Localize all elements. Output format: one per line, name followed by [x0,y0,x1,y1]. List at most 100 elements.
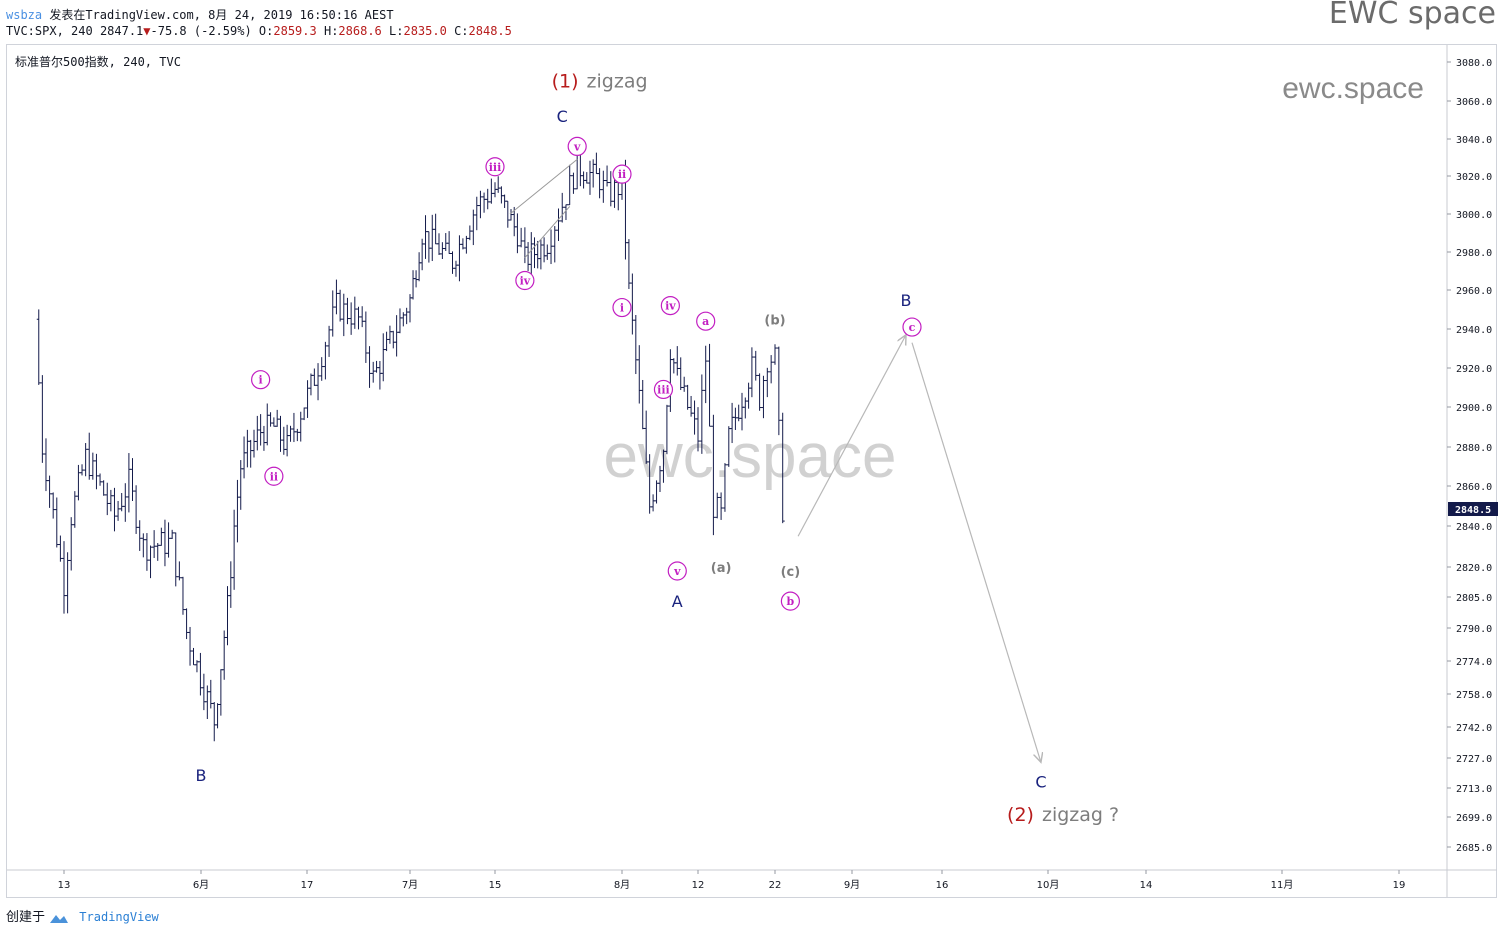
ohlc-bar [499,186,504,204]
ohlc-bar [191,647,196,666]
ohlc-bar [180,576,185,615]
ohlc-bar [51,492,56,519]
ohlc-bar [715,492,720,519]
ohlc-bar [105,482,110,516]
chart-frame[interactable] [6,44,1497,898]
y-tick-label: 2920.0 [1456,364,1492,375]
ohlc-bar [668,349,673,412]
ohlc-bar [232,509,237,590]
ohlc-bar [162,519,167,567]
ohlc-bar [76,464,81,501]
ohlc-bar [519,227,524,248]
ohlc-bar [440,242,445,260]
ohlc-bar [575,153,580,190]
ohlc-bar [298,411,303,442]
ohlc-bar [198,652,203,696]
ohlc-bar [275,409,280,427]
close-value: 2848.5 [468,24,512,38]
ohlc-bar [137,520,142,551]
ohlc-bar [699,374,704,454]
y-tick-label: 2742.0 [1456,723,1492,734]
low-label: L: [389,24,404,38]
ohlc-bar [108,489,113,512]
wave-label-circle [612,297,632,318]
ohlc-bars [36,144,785,742]
ohlc-bar [567,164,572,206]
y-tick-label: 2820.0 [1456,563,1492,574]
ohlc-bar [401,312,406,327]
ohlc-bar [374,360,379,373]
ohlc-bar [248,439,253,468]
ohlc-bar [549,229,554,265]
wave-label: (a) [711,561,732,576]
ohlc-bar [651,494,656,512]
ohlc-bar [485,188,490,210]
ohlc-bar [637,345,642,404]
ohlc-bar [58,535,63,562]
symbol-label: TVC:SPX, 240 [6,24,93,38]
x-tick-label: 12 [692,880,705,891]
triangle-line [509,158,578,215]
ohlc-bar [177,561,182,581]
ohlc-bar [437,233,442,255]
degree-tag: zigzag [587,71,648,93]
ohlc-bar [542,237,547,263]
down-arrow-icon: ▼ [143,24,151,38]
ohlc-bar [545,244,550,260]
ohlc-bar [112,487,117,532]
ohlc-bar [159,527,164,546]
y-tick-label: 2805.0 [1456,593,1492,604]
degree-tag: zigzag ? [1042,804,1119,826]
ohlc-bar [288,425,293,442]
degree-label: (2) zigzag ? [1007,804,1119,826]
author-link[interactable]: wsbza [6,8,43,22]
x-tick-label: 19 [1393,880,1406,891]
wave-label: (c) [781,565,801,580]
open-label: O: [258,24,274,38]
y-tick-label: 2980.0 [1456,248,1492,259]
ohlc-bar [453,260,458,277]
wave-label-circle [667,561,687,581]
wave-label-circle [902,317,922,337]
tradingview-link[interactable]: TradingView [79,910,159,924]
ohlc-bar [746,382,751,409]
degree-label: (1) zigzag [552,71,648,93]
x-tick-label: 22 [769,880,782,891]
ohlc-bar [371,361,376,383]
wave-label: a [702,315,709,328]
ohlc-bar [101,480,106,496]
last-price: 2847.1 [99,24,144,38]
ohlc-bar [780,412,785,524]
ohlc-bar [474,196,479,231]
ohlc-bar [83,443,88,477]
wave-label: (b) [764,313,785,328]
ohlc-bar [584,172,589,184]
ohlc-bar [696,407,700,452]
x-tick-label: 13 [58,880,71,891]
ohlc-bar [496,176,501,193]
y-tick-label: 2685.0 [1456,843,1492,854]
ohlc-bar [397,308,402,334]
ohlc-bar [235,479,240,543]
wave-label: A [672,592,683,611]
ohlc-bar [323,341,328,380]
ohlc-bar [130,458,135,502]
x-tick-label: 15 [489,880,502,891]
ohlc-bar [522,227,527,264]
ohlc-bar [295,428,300,442]
y-tick-label: 2960.0 [1456,286,1492,297]
ohlc-bar [591,159,596,188]
ohlc-bar [678,357,683,391]
y-tick-label: 3020.0 [1456,172,1492,183]
ohlc-bar [170,529,175,540]
ohlc-bar [36,309,41,385]
ohlc-bar [212,702,217,742]
ohlc-bar [155,543,160,561]
wave-label-circle [653,379,674,400]
ohlc-bar [675,346,680,376]
wave-label: c [909,321,916,334]
ohlc-bar [671,358,676,374]
ohlc-bar [489,178,494,204]
ohlc-bar [334,279,339,315]
